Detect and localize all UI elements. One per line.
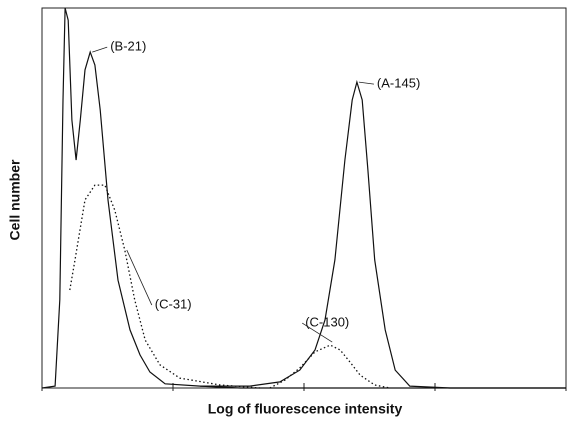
series-label: (B-21) (110, 39, 146, 54)
y-axis-title: Cell number (7, 159, 23, 240)
label-leader (358, 81, 374, 85)
series-line (200, 79, 566, 389)
x-axis-title: Log of fluorescence intensity (208, 401, 403, 417)
series-line (269, 344, 391, 389)
plot-frame (41, 7, 567, 389)
series-label: (A-145) (377, 76, 420, 91)
series-label: (C-31) (155, 296, 192, 311)
series-line (41, 7, 566, 389)
series-label: (C-130) (305, 314, 349, 329)
label-leader (92, 46, 108, 53)
label-leader (126, 249, 153, 306)
label-leader (301, 322, 333, 343)
series-line (69, 184, 261, 389)
